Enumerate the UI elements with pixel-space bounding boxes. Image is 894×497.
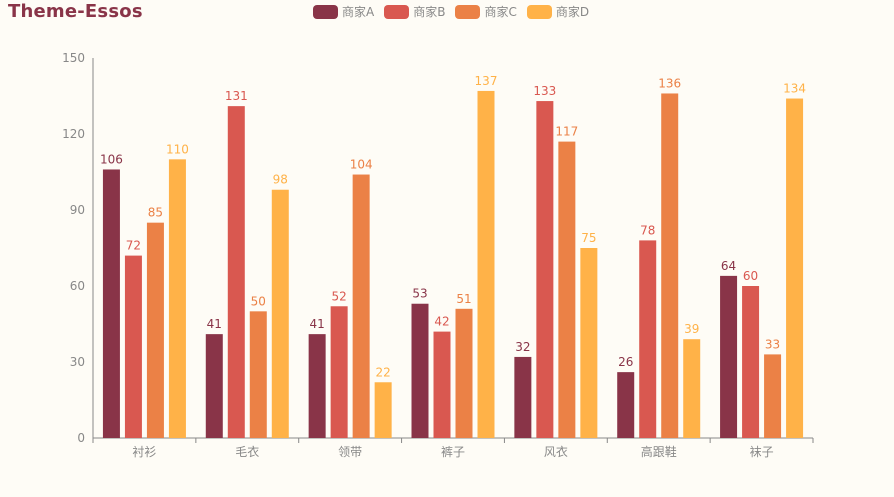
bar[interactable] [617, 372, 635, 438]
bar[interactable] [308, 334, 326, 438]
legend-label: 商家A [342, 5, 375, 19]
data-label: 136 [658, 76, 681, 90]
x-tick-label: 领带 [338, 445, 362, 459]
data-label: 22 [376, 365, 391, 379]
bar[interactable] [720, 275, 738, 438]
data-label: 33 [765, 337, 780, 351]
bar[interactable] [580, 248, 598, 438]
data-label: 117 [555, 125, 578, 139]
x-tick-label: 衬衫 [132, 445, 156, 459]
y-tick-label: 0 [77, 431, 85, 445]
bar[interactable] [330, 306, 348, 438]
data-label: 133 [533, 84, 556, 98]
y-tick-label: 30 [70, 355, 85, 369]
bar[interactable] [639, 240, 657, 438]
bar[interactable] [249, 311, 267, 438]
legend-label: 商家C [484, 5, 517, 19]
legend-swatch [455, 4, 481, 19]
x-tick-label: 高跟鞋 [641, 444, 677, 459]
data-label: 52 [332, 289, 347, 303]
data-label: 60 [743, 269, 758, 283]
y-tick-label: 120 [62, 127, 85, 141]
bar[interactable] [661, 93, 679, 438]
bar[interactable] [227, 106, 245, 438]
bar[interactable] [271, 189, 289, 438]
legend-swatch [313, 4, 338, 19]
legend-item[interactable]: 商家C [455, 3, 517, 20]
data-label: 98 [273, 173, 288, 187]
bar[interactable] [352, 174, 370, 439]
bar[interactable] [205, 334, 223, 438]
bar[interactable] [124, 255, 142, 438]
x-tick-label: 风衣 [544, 444, 568, 459]
bar[interactable] [102, 169, 120, 438]
legend-swatch [526, 4, 552, 19]
bar[interactable] [514, 356, 532, 438]
data-label: 64 [721, 259, 736, 273]
data-label: 134 [783, 82, 806, 96]
data-label: 104 [350, 158, 373, 172]
legend: 商家A 商家B 商家C 商家D [313, 3, 599, 20]
x-tick-label: 裤子 [441, 445, 465, 459]
data-label: 131 [225, 89, 248, 103]
legend-item[interactable]: 商家D [526, 3, 590, 20]
bar[interactable] [146, 222, 164, 438]
bar[interactable] [742, 286, 760, 438]
legend-label: 商家D [555, 5, 590, 19]
data-label: 78 [640, 223, 655, 237]
data-label: 32 [515, 340, 530, 354]
data-label: 72 [126, 239, 141, 253]
data-label: 85 [148, 206, 163, 220]
legend-label: 商家B [413, 5, 446, 19]
data-label: 39 [684, 322, 699, 336]
data-label: 53 [412, 287, 427, 301]
bar[interactable] [168, 159, 186, 439]
bar[interactable] [786, 98, 804, 439]
data-label: 51 [456, 292, 471, 306]
chart-title: Theme-Essos [8, 1, 143, 22]
bar[interactable] [558, 141, 576, 438]
legend-item[interactable]: 商家B [384, 3, 445, 20]
y-tick-label: 150 [62, 51, 85, 65]
legend-swatch [384, 4, 410, 19]
x-tick-label: 袜子 [750, 445, 774, 459]
y-tick-label: 60 [70, 279, 85, 293]
data-label: 26 [618, 355, 633, 369]
data-label: 110 [166, 142, 189, 156]
data-label: 41 [207, 317, 222, 331]
bar[interactable] [374, 382, 392, 438]
bar[interactable] [411, 303, 429, 438]
bar[interactable] [433, 331, 451, 438]
bar[interactable] [683, 339, 701, 438]
data-label: 106 [100, 152, 123, 166]
data-label: 41 [310, 317, 325, 331]
bar[interactable] [455, 308, 473, 438]
bar[interactable] [764, 354, 782, 438]
y-tick-label: 90 [70, 203, 85, 217]
data-label: 50 [251, 294, 266, 308]
legend-item[interactable]: 商家A [313, 3, 374, 20]
data-label: 42 [434, 315, 449, 329]
bar[interactable] [477, 90, 495, 438]
data-label: 75 [581, 231, 596, 245]
bar[interactable] [536, 101, 554, 439]
x-tick-label: 毛衣 [235, 444, 259, 459]
data-label: 137 [475, 74, 498, 88]
